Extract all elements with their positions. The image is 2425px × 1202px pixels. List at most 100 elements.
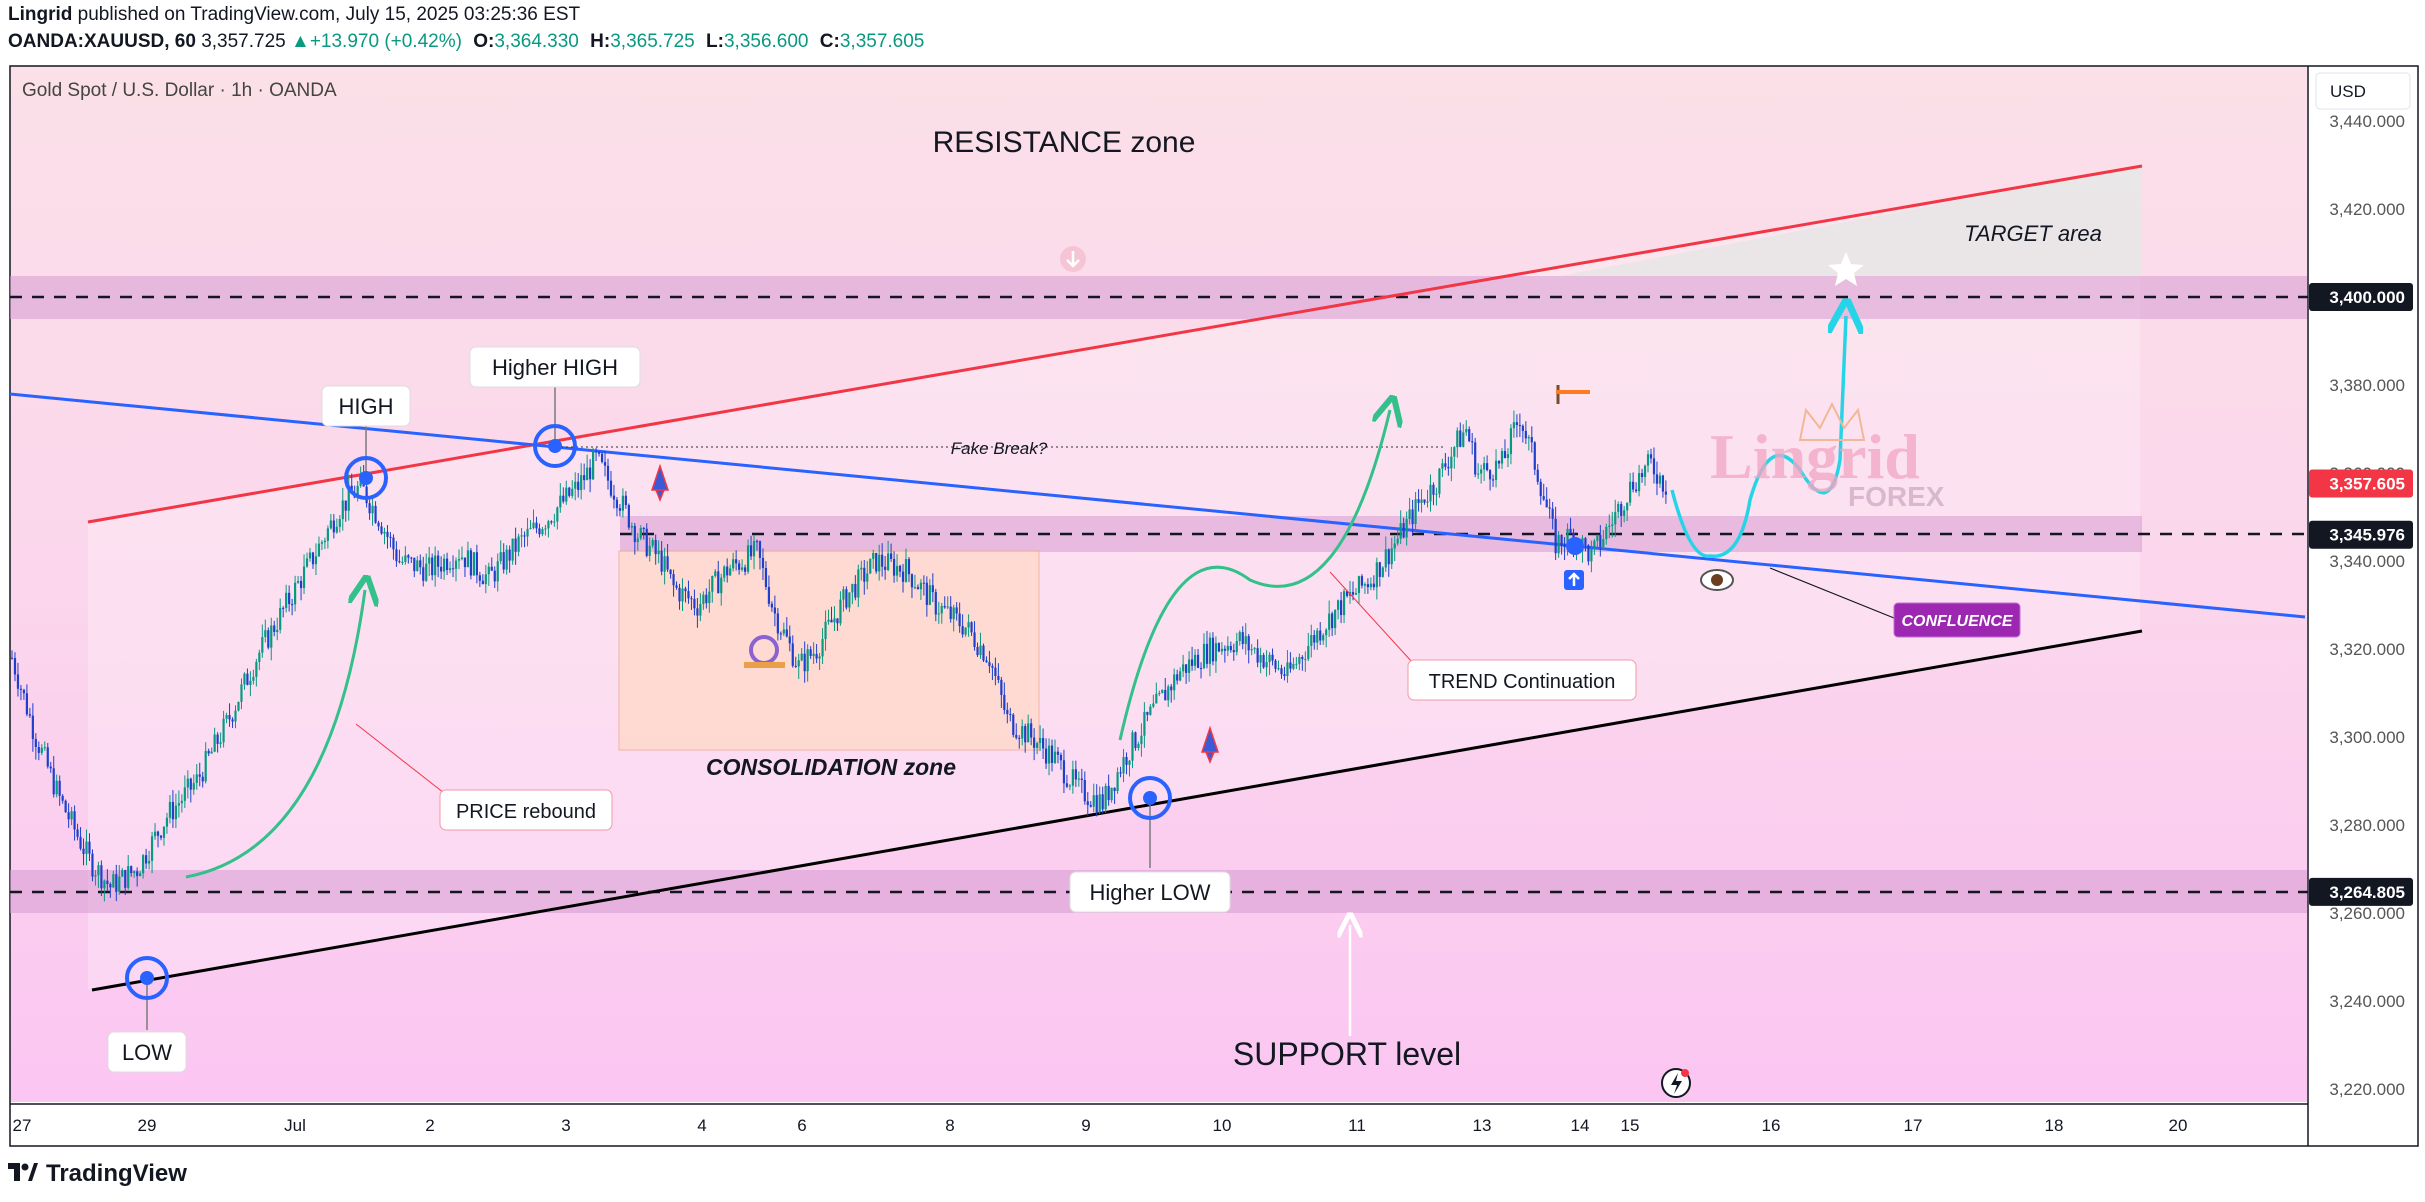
candle-body: [1429, 484, 1432, 502]
down-arrow-glyph: [1066, 251, 1080, 268]
candle-body: [621, 495, 624, 511]
candle-body: [210, 751, 213, 754]
candle-body: [1426, 501, 1429, 503]
x-tick-label: 27: [13, 1116, 32, 1135]
candle-body: [64, 800, 67, 813]
author-name[interactable]: Lingrid: [8, 4, 73, 25]
candle-body: [1149, 706, 1152, 715]
candle-body: [186, 778, 189, 788]
candle-body: [1542, 496, 1545, 500]
candle-body: [1173, 674, 1176, 691]
x-tick-label: 13: [1473, 1116, 1492, 1135]
candle-body: [1152, 703, 1155, 707]
tradingview-logo-icon: [8, 1161, 38, 1187]
footer-brand[interactable]: TradingView: [8, 1160, 187, 1188]
candle-body: [1289, 662, 1292, 669]
candle-body: [1146, 712, 1149, 715]
candle-body: [329, 520, 332, 529]
high-value: 3,365.725: [610, 31, 695, 52]
candle-body: [285, 592, 288, 609]
candle-body: [1080, 778, 1083, 781]
crown-icon: [1798, 401, 1866, 441]
candle-body: [1444, 463, 1447, 467]
candle-body: [741, 567, 744, 570]
candle-body: [928, 585, 931, 605]
candle-body: [347, 485, 350, 511]
candle-body: [878, 554, 881, 572]
candle-body: [1182, 664, 1185, 672]
candle-body: [642, 528, 645, 530]
candle-body: [717, 571, 720, 594]
candle-body: [121, 870, 124, 877]
price-tag-label: 3,357.605: [2329, 475, 2405, 494]
higher-low-marker: [1128, 776, 1172, 820]
candle-body: [145, 855, 148, 864]
candle-body: [469, 550, 473, 576]
star-icon: [1828, 252, 1864, 286]
candle-body: [1185, 664, 1188, 673]
candle-body: [195, 774, 198, 784]
candle-body: [678, 587, 681, 602]
candle-body: [267, 630, 270, 648]
candle-body: [1635, 489, 1638, 492]
candle-body: [1456, 430, 1459, 448]
candle-body: [1307, 645, 1310, 660]
candle-body: [288, 592, 291, 605]
price-tags: 3,400.000 3,357.605 3,345.976 3,264.805: [2309, 283, 2413, 906]
candle-body: [1390, 548, 1393, 565]
candle-body: [1116, 772, 1119, 792]
candle-body: [466, 550, 470, 568]
lightning-icon[interactable]: [1661, 1068, 1691, 1098]
candle-body: [165, 817, 169, 827]
candle-body: [454, 560, 458, 569]
candle-body: [594, 451, 598, 453]
candle-body: [234, 710, 237, 722]
candle-body: [496, 561, 499, 582]
candle-body: [1319, 630, 1322, 641]
candle-body: [1208, 637, 1212, 664]
candle-body: [1372, 583, 1375, 588]
rebound-arrow: [185, 590, 365, 879]
candle-body: [684, 588, 687, 592]
candle-body: [177, 803, 180, 806]
candle-body: [1477, 473, 1480, 475]
y-tick-label: 3,420.000: [2329, 200, 2405, 219]
candle-body: [1509, 428, 1513, 455]
candle-body: [440, 566, 443, 572]
candle-body: [1301, 657, 1304, 660]
candle-body: [374, 505, 377, 523]
x-tick-label: 2: [425, 1116, 434, 1135]
watermark-main: Lingrid: [1710, 421, 1920, 492]
candle-body: [314, 556, 318, 565]
candle-body: [937, 613, 940, 615]
candle-body: [416, 560, 419, 572]
candle-body: [1232, 650, 1235, 653]
support-level-label: SUPPORT level: [1233, 1036, 1461, 1072]
candle-body: [1006, 709, 1009, 715]
higher-low-marker-dot: [1143, 791, 1157, 805]
candle-body: [866, 573, 869, 582]
candle-body: [1113, 787, 1116, 792]
candle-body: [970, 622, 973, 633]
currency-box[interactable]: [2315, 72, 2411, 110]
candle-body: [1104, 785, 1107, 810]
candle-body: [481, 580, 484, 585]
candle-body: [1003, 694, 1006, 710]
candle-body: [1125, 756, 1128, 765]
candle-body: [606, 465, 610, 481]
candle-body: [1590, 548, 1593, 562]
y-axis-panel: [2308, 66, 2418, 1102]
candle-body: [276, 629, 279, 633]
candle-body: [67, 812, 70, 820]
candle-body: [875, 552, 878, 572]
candles: [10, 410, 1667, 902]
candle-body: [586, 467, 589, 481]
candle-body: [529, 527, 532, 529]
x-tick-label: 15: [1621, 1116, 1640, 1135]
candle-body: [520, 535, 523, 537]
candle-body: [559, 495, 562, 508]
candle-body: [228, 715, 231, 720]
candle-body: [1012, 714, 1015, 735]
candle-body: [898, 565, 902, 572]
